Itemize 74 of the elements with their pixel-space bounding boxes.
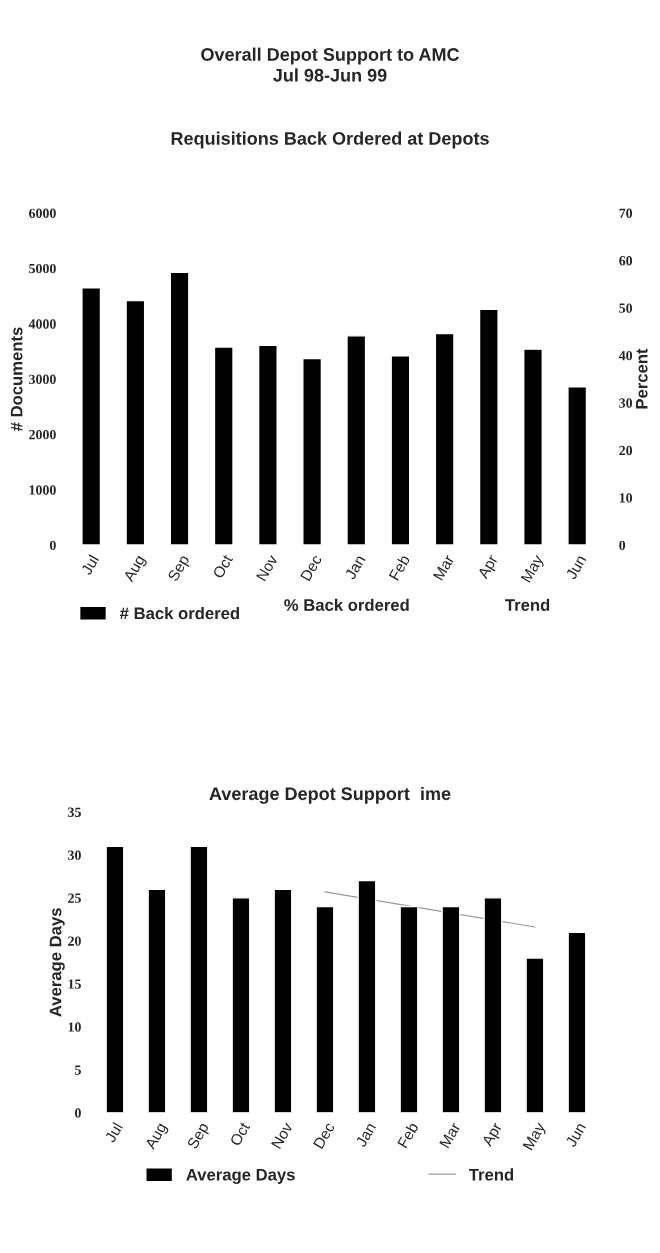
x-tick-label: Jul <box>80 554 100 576</box>
y-tick-label: 0 <box>49 540 56 551</box>
bar <box>523 348 543 546</box>
text: Trend <box>505 598 550 611</box>
chart-title: Overall Depot Support to AMC Jul 98-Jun 99 <box>201 47 460 82</box>
y-axis-title: # Documents <box>10 327 23 432</box>
y-tick-label: 4000 <box>28 319 56 329</box>
bar <box>125 299 146 546</box>
y-tick-label: 20 <box>68 936 81 946</box>
bar <box>478 308 499 546</box>
x-tick-label: Oct <box>229 1121 251 1147</box>
y2-tick-label: 60 <box>619 256 633 266</box>
x-tick-label: Feb <box>388 553 411 581</box>
bar <box>302 357 323 546</box>
y-tick-label: 10 <box>68 1022 81 1032</box>
bar <box>189 845 209 1113</box>
bar <box>567 386 588 546</box>
x-tick-label: Jun <box>565 1122 587 1148</box>
x-tick-label: Feb <box>396 1121 419 1149</box>
y-axis-title: Average Days <box>49 908 65 1017</box>
x-tick-label: Apr <box>477 553 501 582</box>
bar <box>399 905 419 1113</box>
x-tick-label: Dec <box>300 554 323 582</box>
y-tick-label: 0 <box>75 1108 81 1118</box>
y2-tick-label: 0 <box>619 540 626 551</box>
bar <box>390 355 411 546</box>
x-tick-label: Apr <box>481 1121 505 1149</box>
bar <box>315 905 335 1113</box>
bar <box>567 931 587 1113</box>
y2-tick-label: 30 <box>619 398 633 408</box>
legend-label: Average Days <box>186 1168 295 1184</box>
chart-title: Average Depot Support ime <box>209 786 451 804</box>
legend-label: # Back ordered <box>119 607 240 620</box>
bar <box>441 905 461 1113</box>
y-tick-label: 25 <box>68 893 81 903</box>
x-tick-label: Jun <box>565 554 587 581</box>
bar <box>147 888 167 1113</box>
y2-tick-label: 50 <box>619 303 633 313</box>
x-tick-label: Jan <box>355 1122 377 1148</box>
x-tick-label: Sep <box>167 554 193 584</box>
bar <box>346 335 367 546</box>
y2-tick-label: 20 <box>619 445 633 456</box>
chart-subtitle: Requisitions Back Ordered at Depots <box>171 131 489 149</box>
bar <box>81 287 102 546</box>
bar <box>357 879 377 1113</box>
bar <box>525 957 545 1113</box>
y2-tick-label: 40 <box>618 350 633 361</box>
y-tick-label: 30 <box>68 850 81 860</box>
text: % Back ordered <box>284 598 409 611</box>
y2-tick-label: 70 <box>619 208 633 218</box>
y-tick-label: 15 <box>68 979 81 989</box>
bar <box>483 897 503 1113</box>
y2-axis-title: Percent <box>636 348 648 409</box>
y-tick-label: 35 <box>68 807 81 817</box>
bar <box>257 344 278 546</box>
bar <box>231 897 251 1113</box>
x-tick-label: Oct <box>212 553 234 579</box>
bar <box>213 346 234 546</box>
y-tick-label: 1000 <box>29 485 56 495</box>
y-tick-label: 3000 <box>29 374 56 384</box>
bar <box>105 845 125 1113</box>
x-tick-label: Sep <box>186 1121 212 1152</box>
bar <box>169 271 190 546</box>
x-tick-label: Mar <box>439 1121 461 1149</box>
x-tick-label: Jan <box>344 554 366 581</box>
bar <box>434 332 455 546</box>
y-tick-label: 5 <box>75 1065 81 1075</box>
y-tick-label: 5000 <box>29 263 56 274</box>
x-tick-label: Jul <box>104 1121 123 1144</box>
y-tick-label: 6000 <box>29 208 56 218</box>
y-tick-label: 2000 <box>29 429 56 440</box>
bar <box>273 888 293 1113</box>
y2-tick-label: 10 <box>619 493 633 503</box>
legend-label: Trend <box>468 1168 514 1181</box>
